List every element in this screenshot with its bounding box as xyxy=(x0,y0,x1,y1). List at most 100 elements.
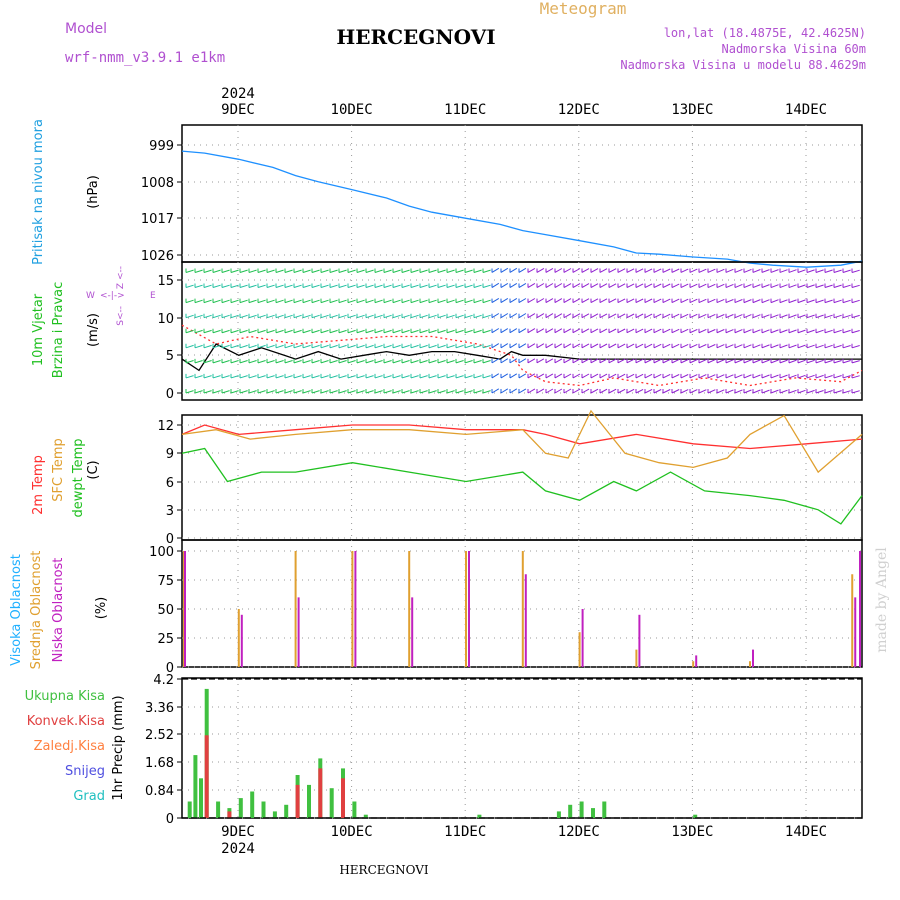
wind-compass: Z <-- W <-|-> E S<-- xyxy=(86,266,156,326)
wind-barb xyxy=(797,284,806,289)
wind-barb xyxy=(689,298,698,304)
wind-barb xyxy=(509,358,518,364)
model-elevation-label: Nadmorska Visina u modelu 88.4629m xyxy=(620,58,866,72)
wind-barb xyxy=(365,344,374,349)
wind-barb xyxy=(365,390,374,394)
wind-barb xyxy=(257,284,266,289)
wind-barb xyxy=(419,299,428,304)
wind-barb xyxy=(725,344,734,349)
wind-barb xyxy=(662,373,671,379)
wind-barb xyxy=(329,299,338,304)
wind-barb xyxy=(617,388,626,394)
wind-barb xyxy=(779,314,788,319)
wind-barb xyxy=(338,284,347,289)
wind-barb xyxy=(347,329,356,334)
footer-station: HERCEGNOVI xyxy=(339,863,429,877)
wind-barb xyxy=(221,299,230,304)
precip-bar xyxy=(693,814,698,818)
wind-barb xyxy=(419,344,428,349)
wind-barb xyxy=(311,299,320,304)
wind-barb xyxy=(347,314,356,319)
wind-barb xyxy=(491,373,500,379)
wind-barb xyxy=(653,298,662,304)
wind-barb xyxy=(311,375,320,379)
wind-barb xyxy=(383,269,392,273)
wind-barb xyxy=(680,343,689,349)
wind-barb xyxy=(500,343,509,349)
wind-barb xyxy=(284,329,293,334)
precip-bar xyxy=(556,811,561,818)
wind-barb xyxy=(500,358,509,364)
y-tick-label: 9 xyxy=(166,447,174,462)
wind-barb xyxy=(680,328,689,334)
wind-barb xyxy=(266,314,275,319)
wind-barb xyxy=(788,269,797,273)
wind-barb xyxy=(302,375,311,379)
wind-barb xyxy=(824,344,833,349)
wind-barb xyxy=(608,268,617,273)
wind-barb xyxy=(644,313,653,319)
wind-barb xyxy=(230,314,239,319)
wind-barb xyxy=(716,268,725,273)
wind-barb xyxy=(410,314,419,319)
wind-barb xyxy=(779,374,788,379)
wind-barb xyxy=(653,358,662,364)
wind-barb xyxy=(482,269,491,273)
wind-barb xyxy=(644,388,653,394)
legend-convective-rain: Konvek.Kisa xyxy=(27,714,105,729)
y-tick-label: 12 xyxy=(157,419,174,434)
wind-barb xyxy=(806,374,815,379)
wind-barb xyxy=(203,329,212,334)
y-tick-label: 1.68 xyxy=(145,756,174,771)
wind-barb xyxy=(257,360,266,364)
precip-bar xyxy=(199,778,203,818)
wind-barb xyxy=(518,282,527,288)
wind-barb xyxy=(356,299,365,304)
wind-barb xyxy=(698,374,707,379)
wind-barb xyxy=(608,313,617,319)
wind-barb xyxy=(455,344,464,349)
wind-barb xyxy=(356,375,365,379)
wind-barb xyxy=(203,390,212,394)
y-tick-label: 999 xyxy=(149,139,174,154)
wind-barb xyxy=(356,329,365,334)
precip-bar xyxy=(261,801,266,818)
wind-barb xyxy=(509,343,518,349)
wind-barb xyxy=(572,358,581,364)
wind-barb xyxy=(824,269,833,273)
wind-barb xyxy=(581,283,590,288)
wind-barb xyxy=(329,269,338,273)
wind-barb xyxy=(509,388,518,394)
y-tick-label: 1008 xyxy=(141,176,174,191)
wind-barb xyxy=(329,284,338,289)
wind-barb xyxy=(815,299,824,304)
wind-barb xyxy=(842,284,851,289)
wind-barb xyxy=(392,269,401,273)
top-day-label: 13DEC xyxy=(671,102,713,118)
wind-barb xyxy=(734,329,743,334)
wind-barb xyxy=(221,360,230,364)
wind-barb xyxy=(779,344,788,349)
wind-barb xyxy=(302,344,311,349)
wind-barb xyxy=(563,328,572,334)
panel-frame xyxy=(181,261,863,401)
y-tick-label: 15 xyxy=(157,274,174,289)
wind-barb xyxy=(563,298,572,304)
wind-barb xyxy=(806,269,815,273)
wind-barb xyxy=(626,343,635,349)
wind-barb xyxy=(518,358,527,364)
y-tick-label: 100 xyxy=(149,545,174,560)
wind-barb xyxy=(743,389,752,394)
wind-barb xyxy=(572,373,581,379)
wind-barb xyxy=(302,299,311,304)
wind-barb xyxy=(815,390,824,394)
wind-barb xyxy=(662,283,671,288)
bottom-day-label: 9DEC xyxy=(221,824,255,840)
wind-barb xyxy=(545,373,554,379)
top-year-label: 2024 xyxy=(221,86,255,102)
cloud-axis-name-2: Srednja Oblacnost xyxy=(29,551,44,670)
y-tick-label: 0 xyxy=(166,812,174,827)
wind-barb xyxy=(410,375,419,379)
wind-barb xyxy=(563,283,572,288)
